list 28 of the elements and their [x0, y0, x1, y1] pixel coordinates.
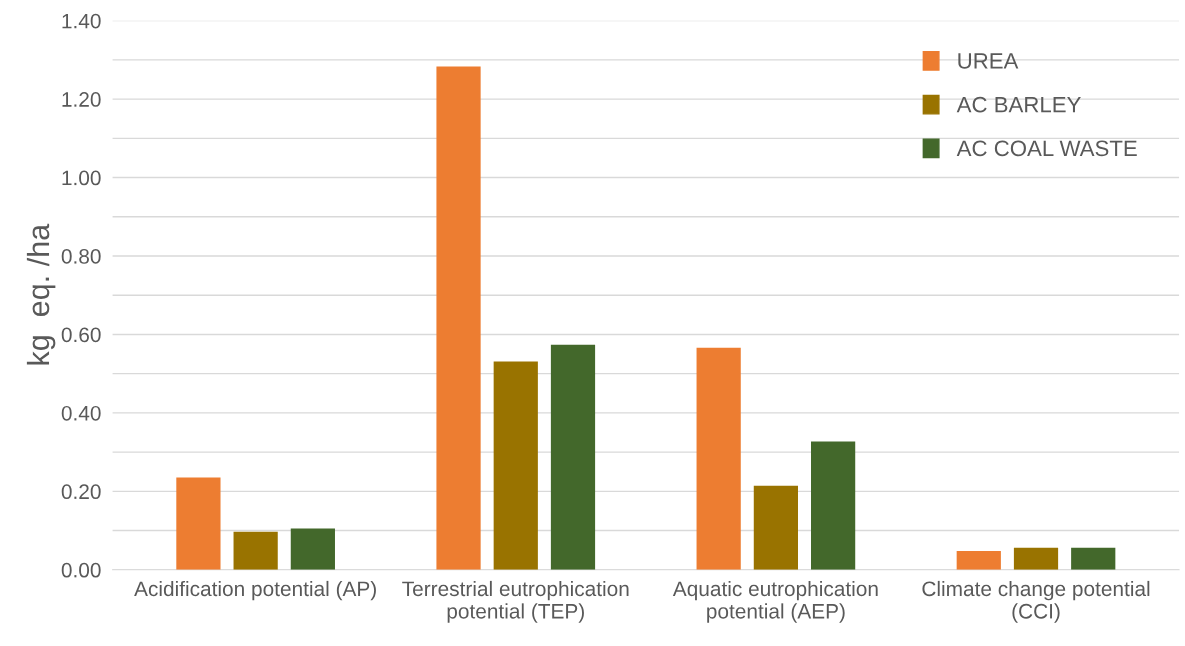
bar — [176, 477, 221, 570]
y-tick-label: 1.20 — [62, 92, 101, 107]
bar — [233, 531, 278, 570]
y-tick-label: 1.00 — [62, 170, 101, 186]
bar — [1013, 547, 1059, 570]
bar — [696, 347, 741, 570]
x-tick-label: Climate change potential (CCI) — [922, 580, 1150, 623]
bar — [493, 361, 538, 570]
y-tick-label: 0.00 — [61, 562, 101, 578]
x-tick-label: Aquatic eutrophication potential (AEP) — [672, 580, 878, 623]
bar — [811, 441, 856, 570]
y-tick-label: 0.60 — [61, 327, 101, 343]
y-tick-label: 0.40 — [61, 405, 101, 421]
legend-label: AC COAL WASTE — [956, 140, 1137, 157]
bar — [290, 528, 335, 570]
bar — [1071, 547, 1116, 570]
legend-label: UREA — [958, 53, 1019, 69]
x-tick-label: Terrestrial eutrophication potential (TEP) — [402, 580, 629, 623]
bar — [436, 66, 481, 570]
legend-label: AC BARLEY — [956, 96, 1081, 113]
bar — [753, 485, 798, 570]
y-tick-label: 0.80 — [61, 249, 101, 264]
bar — [550, 344, 596, 570]
x-tick-label: Acidification potential (AP) — [134, 580, 376, 601]
y-axis-title: kg eq. /ha — [26, 223, 56, 365]
y-tick-label: 0.20 — [61, 484, 101, 500]
bar — [956, 550, 1001, 570]
y-tick-label: 1.40 — [62, 13, 101, 29]
